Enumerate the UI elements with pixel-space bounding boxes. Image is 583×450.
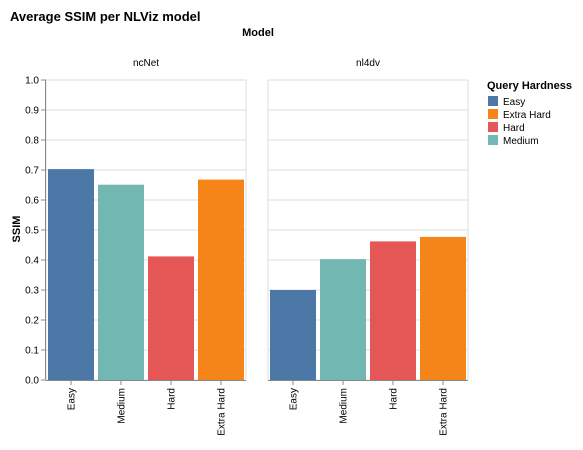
- x-tick-label: Easy: [67, 388, 78, 410]
- legend-label: Easy: [503, 97, 525, 108]
- x-tick-label: Hard: [389, 388, 400, 410]
- bar-nl4dv-extra-hard: [420, 236, 466, 380]
- legend-label: Medium: [503, 136, 539, 147]
- legend-label: Hard: [503, 123, 525, 134]
- bar-ncNet-hard: [148, 256, 194, 380]
- legend-item: Extra Hard: [488, 109, 551, 121]
- y-tick-label: 0.1: [25, 346, 39, 357]
- x-tick-label: Medium: [339, 388, 350, 424]
- legend-swatch: [488, 135, 498, 145]
- legend-item: Easy: [488, 96, 525, 108]
- bar-ncNet-extra-hard: [198, 179, 244, 380]
- y-tick-label: 0.2: [25, 316, 39, 327]
- legend-item: Hard: [488, 122, 525, 134]
- x-tick-label: Medium: [117, 388, 128, 424]
- facet-nl4dv: nl4dv Easy Medium Hard Extra Hard: [267, 58, 469, 436]
- y-tick-label: 1.0: [25, 76, 39, 87]
- facet-label: ncNet: [133, 58, 159, 69]
- y-tick-label: 0.7: [25, 166, 39, 177]
- bar-nl4dv-medium: [320, 259, 366, 380]
- facet-header-title: Model: [242, 27, 274, 39]
- legend-item: Medium: [488, 135, 539, 147]
- legend-swatch: [488, 122, 498, 132]
- bar-nl4dv-easy: [270, 290, 316, 380]
- y-tick-label: 0.5: [25, 226, 39, 237]
- y-tick-label: 0.0: [25, 376, 39, 387]
- x-tick-label: Easy: [289, 388, 300, 410]
- plot-area: ncNet Easy Medium Hard Extra Hard 0.0 0.1 0.2 0.…: [25, 58, 469, 436]
- y-axis-title: SSIM: [11, 216, 23, 243]
- bar-ncNet-easy: [48, 169, 94, 380]
- legend-title: Query Hardness: [487, 80, 572, 92]
- bar-nl4dv-hard: [370, 241, 416, 380]
- legend-swatch: [488, 96, 498, 106]
- x-tick-label: Extra Hard: [217, 388, 228, 436]
- facet-ncNet: ncNet Easy Medium Hard Extra Hard 0.0 0.1 0.2 0.…: [25, 58, 247, 436]
- x-tick-label: Hard: [167, 388, 178, 410]
- legend-swatch: [488, 109, 498, 119]
- y-tick-label: 0.4: [25, 256, 39, 267]
- facet-label: nl4dv: [356, 58, 380, 69]
- legend-label: Extra Hard: [503, 110, 551, 121]
- bar-ncNet-medium: [98, 184, 144, 380]
- y-tick-label: 0.6: [25, 196, 39, 207]
- legend: Easy Extra Hard Hard Medium: [488, 96, 551, 147]
- y-tick-label: 0.3: [25, 286, 39, 297]
- y-tick-label: 0.9: [25, 106, 39, 117]
- y-tick-label: 0.8: [25, 136, 39, 147]
- chart-title: Average SSIM per NLViz model: [10, 9, 200, 24]
- x-tick-label: Extra Hard: [439, 388, 450, 436]
